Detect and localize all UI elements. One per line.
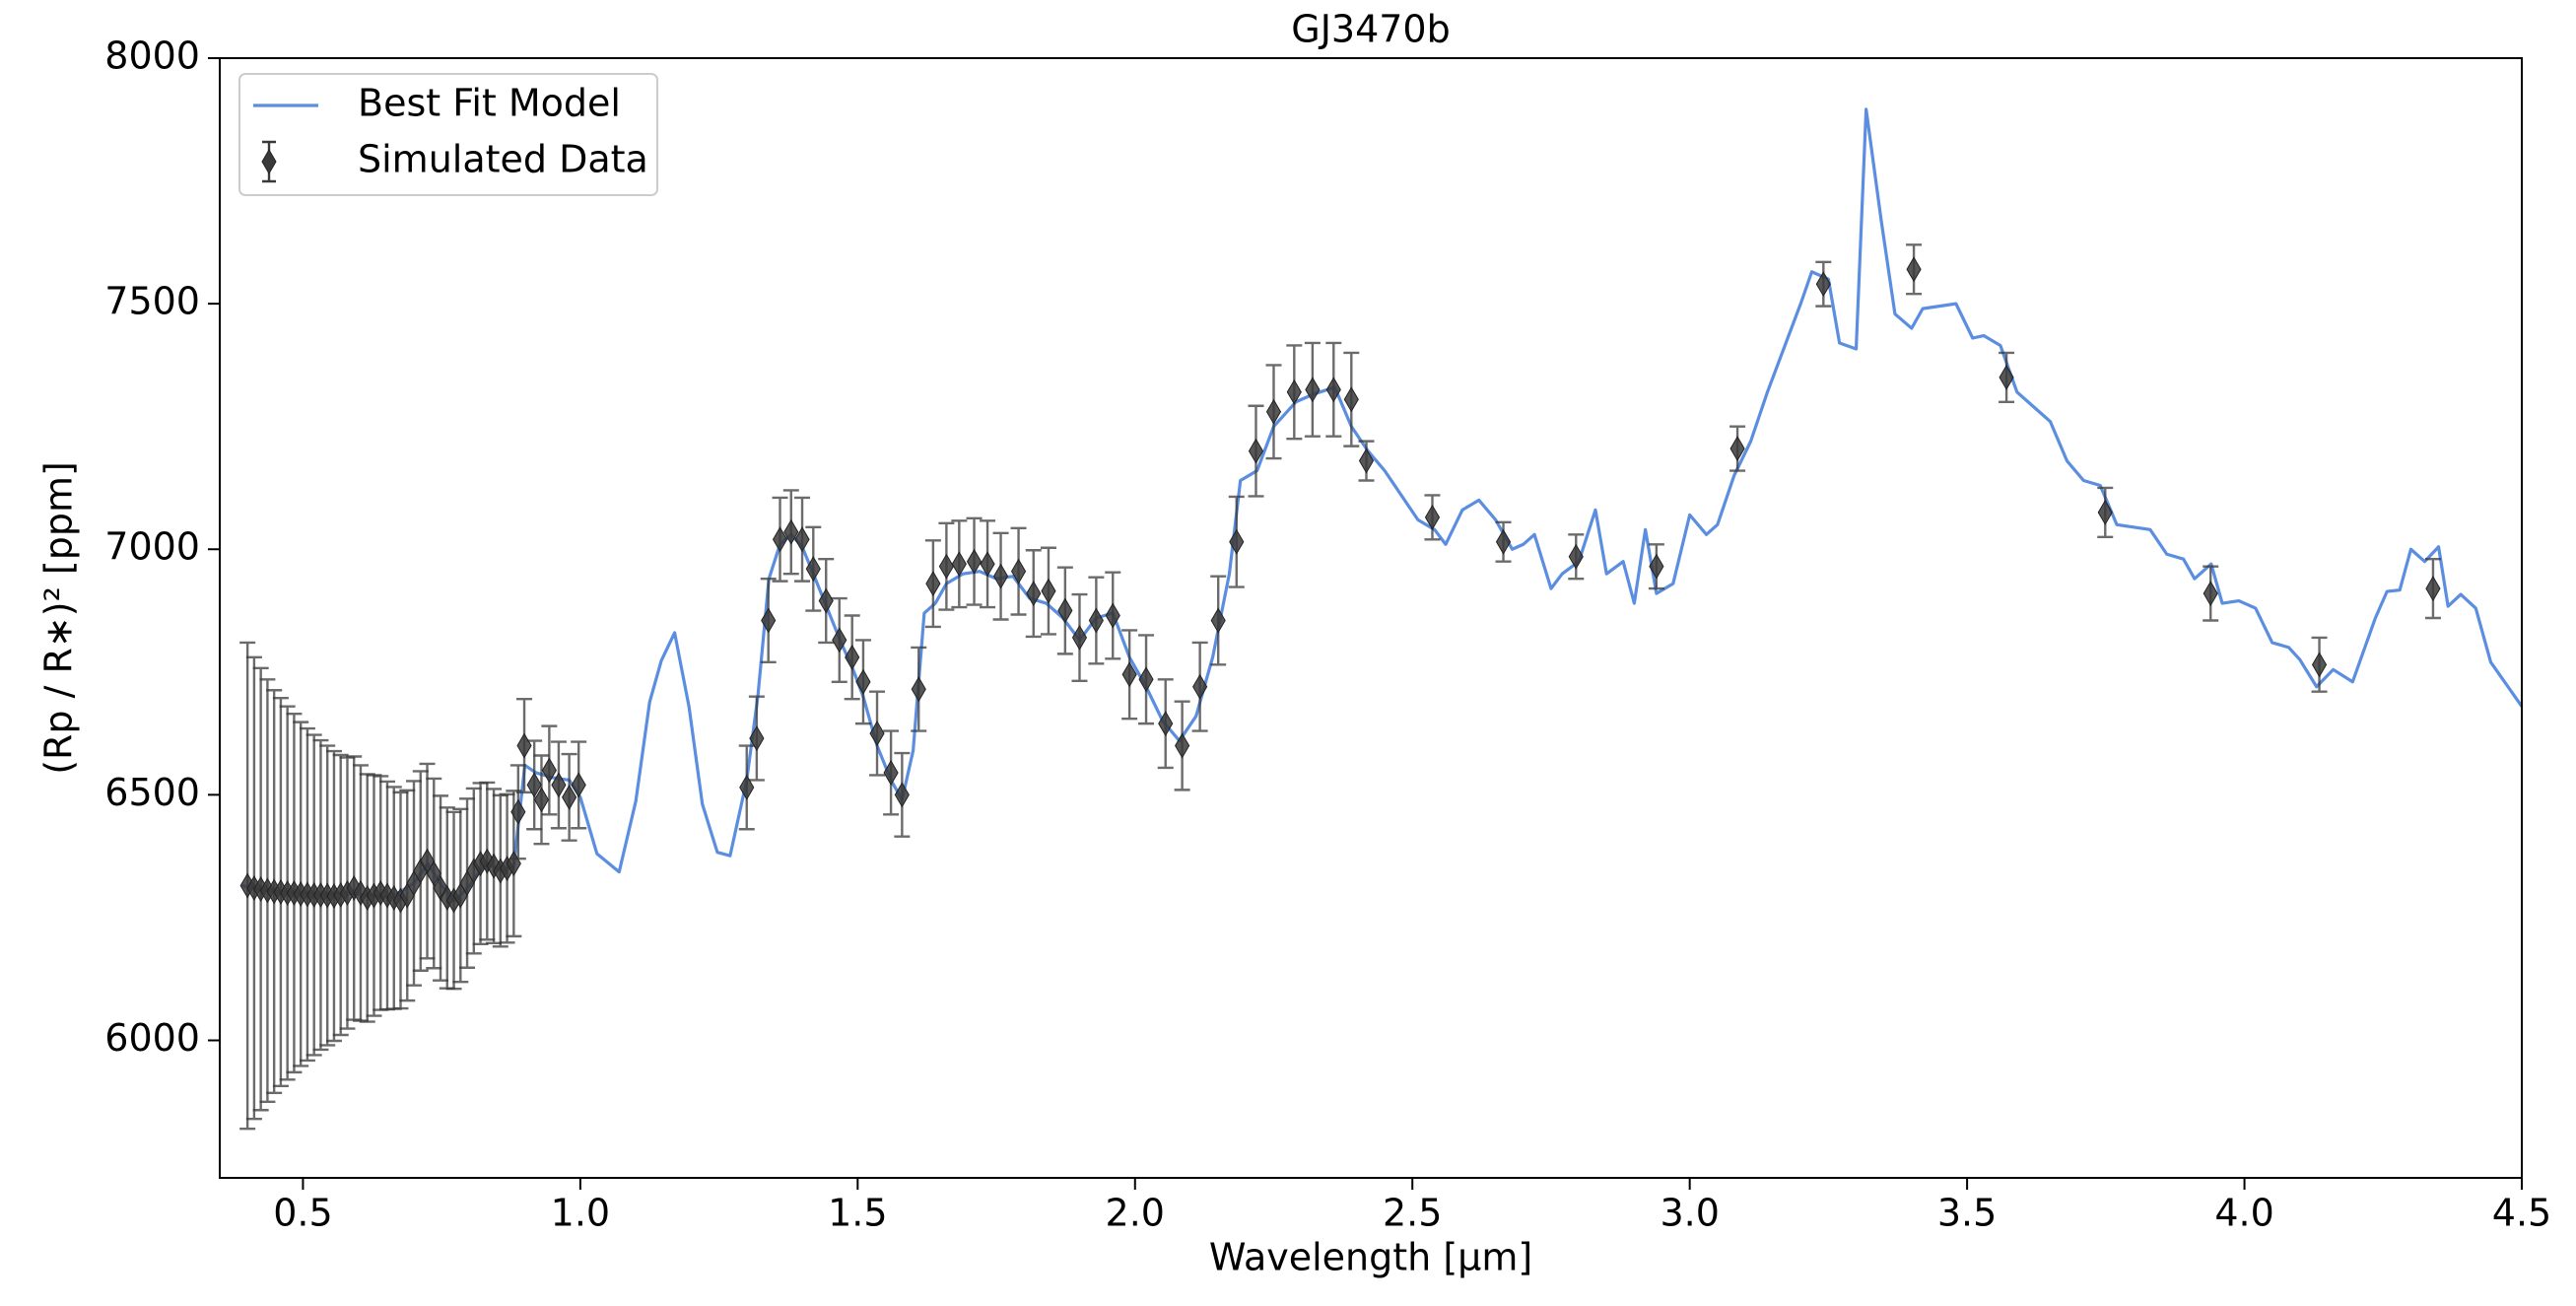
data-point: [794, 526, 810, 553]
data-point: [818, 587, 834, 614]
x-tick-label: 3.5: [1937, 1192, 1997, 1235]
data-point: [1105, 602, 1120, 629]
data-point: [2097, 499, 2113, 525]
data-point: [510, 798, 526, 825]
data-point: [1495, 528, 1512, 555]
legend-label: Simulated Data: [358, 138, 648, 181]
data-point: [516, 732, 532, 759]
data-point: [506, 851, 521, 877]
data-point: [845, 644, 860, 670]
x-tick-label: 0.5: [273, 1192, 332, 1235]
data-point: [551, 772, 567, 798]
data-point: [772, 526, 788, 553]
data-point: [980, 551, 995, 578]
data-point: [1210, 607, 1226, 634]
data-point: [1305, 377, 1321, 403]
data-point: [1286, 378, 1302, 405]
data-point: [951, 551, 967, 578]
data-point: [2203, 581, 2218, 607]
x-tick-label: 1.5: [828, 1192, 887, 1235]
x-axis-label: Wavelength [μm]: [1209, 1236, 1532, 1279]
data-point: [541, 757, 557, 784]
data-point: [1057, 597, 1073, 624]
data-point: [1229, 528, 1245, 555]
x-tick-label: 4.0: [2214, 1192, 2273, 1235]
data-point: [1325, 377, 1341, 403]
data-point: [883, 759, 899, 786]
data-point: [526, 772, 542, 798]
data-point: [894, 782, 910, 808]
data-point: [749, 725, 765, 752]
data-point: [869, 721, 885, 747]
x-tick-label: 2.5: [1383, 1192, 1442, 1235]
data-point: [1041, 578, 1056, 604]
legend-marker: [261, 149, 277, 174]
data-point: [1010, 558, 1027, 584]
chart-title: GJ3470b: [1291, 8, 1450, 51]
data-point: [1649, 553, 1664, 580]
data-point: [761, 607, 777, 634]
data-point: [571, 772, 586, 798]
data-point: [938, 553, 954, 580]
data-point: [1815, 271, 1831, 298]
data-point: [1121, 661, 1137, 688]
plot-frame: [219, 57, 2523, 1179]
data-point: [911, 676, 926, 703]
legend-label: Best Fit Model: [358, 82, 621, 125]
x-tick-label: 1.0: [551, 1192, 610, 1235]
data-point: [1729, 436, 1745, 462]
data-point: [1175, 732, 1190, 759]
data-point: [1138, 666, 1154, 693]
x-tick-label: 3.0: [1660, 1192, 1719, 1235]
data-point: [925, 571, 941, 597]
data-point: [1343, 386, 1359, 413]
data-point: [1158, 711, 1174, 737]
y-tick-label: 6500: [104, 771, 200, 814]
model-line: [241, 107, 2522, 903]
data-point: [562, 784, 577, 810]
x-tick-label: 2.0: [1106, 1192, 1165, 1235]
data-point: [1088, 607, 1104, 634]
data-point: [1071, 624, 1088, 651]
data-point: [805, 556, 821, 583]
data-point: [1568, 543, 1584, 570]
data-point: [1026, 581, 1042, 607]
data-point: [1358, 447, 1375, 474]
y-tick-label: 8000: [104, 34, 200, 78]
data-point: [855, 668, 871, 695]
y-tick-label: 7500: [104, 280, 200, 323]
data-point: [1999, 364, 2014, 390]
data-point: [966, 548, 983, 575]
data-point: [992, 563, 1009, 589]
y-tick-label: 6000: [104, 1016, 200, 1060]
data-point: [2311, 652, 2328, 678]
data-point: [783, 518, 799, 545]
data-point: [433, 875, 448, 902]
data-point: [1265, 398, 1282, 425]
data-point: [533, 787, 550, 813]
data-point: [2425, 576, 2441, 602]
x-tick-label: 4.5: [2492, 1192, 2551, 1235]
data-point: [1192, 673, 1208, 700]
data-point: [739, 774, 755, 800]
y-axis-label: (Rp / R∗)² [ppm]: [37, 461, 81, 775]
data-point: [832, 627, 847, 653]
y-tick-label: 7000: [104, 525, 200, 569]
data-point: [1906, 256, 1922, 283]
data-point: [1424, 504, 1441, 530]
data-point: [426, 860, 441, 887]
data-point: [1248, 438, 1264, 464]
plot-area: [239, 107, 2522, 1131]
legend-box: [238, 73, 658, 196]
